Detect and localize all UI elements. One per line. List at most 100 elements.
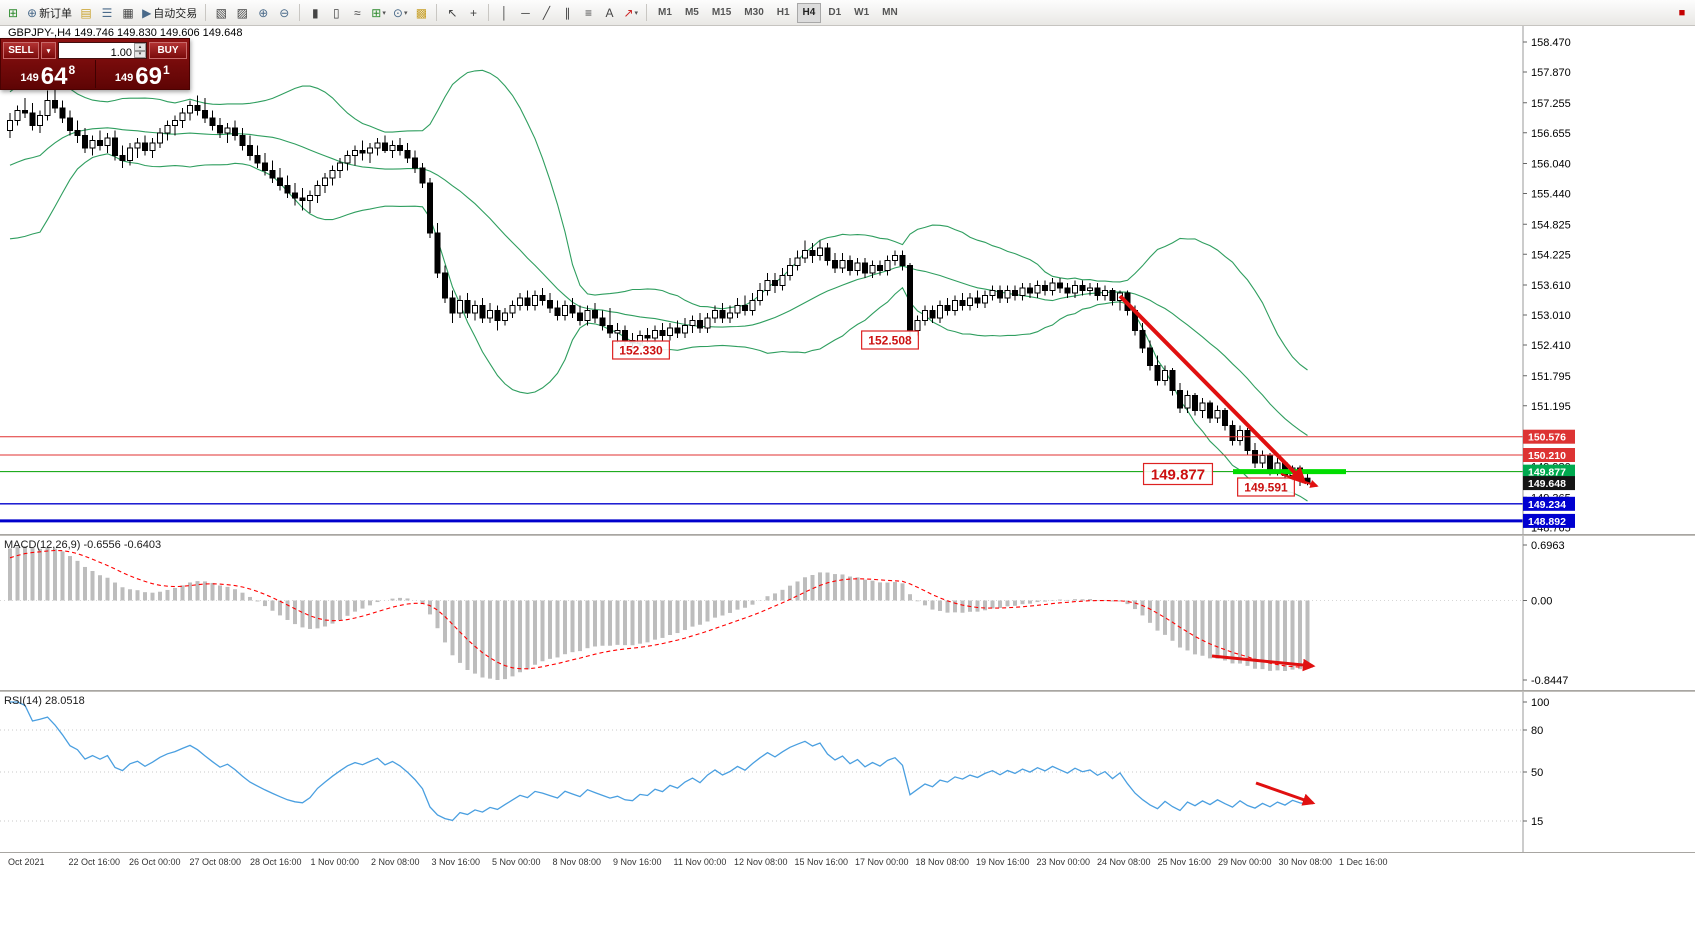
time-axis-label: 26 Oct 00:00 [129,857,181,867]
volume-input[interactable] [59,45,146,61]
candle-body [1102,290,1108,296]
cursor-button[interactable]: ↖ [442,3,462,23]
timeframe-m1-button[interactable]: M1 [652,3,678,23]
main-price-chart[interactable]: 158.470 157.870 157.255 156.655 156.040 155.4… [0,26,1695,534]
timeframe-m15-button[interactable]: M15 [706,3,737,23]
bar-chart-button[interactable]: ▮ [305,3,325,23]
price-annotation[interactable]: 149.591 [1244,480,1288,494]
timeframe-m30-button[interactable]: M30 [738,3,769,23]
periods-button[interactable]: ⊙ ▾ [390,3,411,23]
price-annotation[interactable]: 152.508 [868,333,912,347]
annotation-box[interactable] [1237,477,1295,497]
new-chart-icon: ⊞ [7,5,19,20]
annotation-box[interactable] [1142,462,1214,486]
candle-body [959,300,966,306]
timeframe-d1-button[interactable]: D1 [822,3,847,23]
vertical-line-button[interactable]: │ [494,3,514,23]
trend-arrow[interactable] [1255,781,1316,806]
indicators-button[interactable]: ⊞ ▾ [368,3,389,23]
candle-body [502,312,508,321]
candle-body [1244,430,1251,451]
candle-body [929,310,936,319]
profiles-button[interactable]: ▤ [76,3,96,23]
price-scale-tick-label: 148.765 [1531,522,1571,534]
sell-price[interactable]: 149 64 8 [1,60,95,89]
candle-body [37,115,43,126]
candle-body [119,155,126,161]
candle-body [577,312,583,321]
templates-button[interactable]: ▩ [411,3,431,23]
fibonacci-icon: ≡ [584,5,592,20]
rsi-indicator-label: RSI(14) 28.0518 [4,695,85,707]
line-chart-button[interactable]: ≈ [347,3,367,23]
candle-body [419,167,426,184]
price-badge-label: 150.210 [1528,450,1566,462]
price-badge-label: 148.892 [1528,516,1566,528]
buy-button[interactable]: BUY [149,42,187,59]
pane-separator[interactable] [0,534,1695,536]
annotation-box[interactable] [612,340,670,360]
price-annotation[interactable]: 149.877 [1151,466,1205,483]
timeframe-w1-button[interactable]: W1 [848,3,875,23]
time-axis-label: 29 Nov 00:00 [1218,857,1272,867]
annotation-box[interactable] [861,330,919,350]
clock-icon: ⊙ [392,5,403,20]
price-badge [1523,464,1575,479]
timeframe-h1-button[interactable]: H1 [771,3,796,23]
horizontal-line-button[interactable]: ─ [515,3,535,23]
candle-body [899,255,906,266]
candle-body [479,305,486,319]
candle-body [554,307,561,316]
macd-pane[interactable]: 0.6963 0.00 -0.8447 [0,536,1695,690]
candle-body [532,295,538,306]
fibonacci-button[interactable]: ≡ [578,3,598,23]
new-order-button[interactable]: ⊕ 新订单 [24,3,75,23]
candlestick-chart-button[interactable]: ▯ [326,3,346,23]
price-annotation[interactable]: 152.330 [619,343,663,357]
candle-body [1154,365,1161,381]
volume-decrease-button[interactable]: ▾ [134,50,146,58]
timeframe-h4-button[interactable]: H4 [796,2,822,23]
timeframe-m5-button[interactable]: M5 [679,3,705,23]
pane-separator[interactable] [0,690,1695,692]
volume-spinner: ▴ ▾ [134,43,146,58]
channel-button[interactable]: ∥ [557,3,577,23]
trend-arrow[interactable] [1211,654,1316,672]
volume-dropdown-button[interactable]: ▾ [41,42,56,59]
terminal-button[interactable]: ▦ [118,3,138,23]
buy-price[interactable]: 149 69 1 [96,60,190,89]
rsi-pane[interactable]: 100 80 50 15 [0,692,1695,852]
text-label-button[interactable]: A [599,3,619,23]
zoom-in-button[interactable]: ⊕ [253,3,273,23]
autotrading-button[interactable]: ▶ 自动交易 [139,3,200,23]
candle-body [209,117,216,126]
candle-body [982,295,988,304]
tile-windows-button[interactable]: ▨ [232,3,252,23]
arrows-button[interactable]: ↗ ▾ [620,3,641,23]
candle-body [1177,390,1183,409]
profiles-icon: ▤ [80,5,92,20]
market-watch-button[interactable]: ☰ [97,3,117,23]
timeframe-mn-button[interactable]: MN [876,3,904,23]
candle-body [974,297,981,304]
candle-body [764,280,771,291]
indicators-icon: ⊞ [371,5,382,20]
candle-body [104,137,111,146]
candle-body [44,100,51,116]
new-chart-button[interactable]: ⊞ [3,3,23,23]
crosshair-button[interactable]: + [463,3,483,23]
trend-arrow[interactable] [1280,473,1319,488]
candle-body [824,247,831,261]
cascade-windows-button[interactable]: ▧ [211,3,231,23]
zoom-out-button[interactable]: ⊖ [274,3,294,23]
volume-increase-button[interactable]: ▴ [134,43,146,51]
trendline-button[interactable]: ╱ [536,3,556,23]
time-axis[interactable]: Oct 2021 22 Oct 16:00 26 Oct 00:00 27 Oct 0… [0,853,1695,873]
candle-body [262,162,268,171]
candle-body [547,300,553,309]
candle-body [802,250,808,259]
sell-button[interactable]: SELL [3,42,39,59]
price-badge-label: 149.648 [1528,478,1566,490]
trend-arrow[interactable] [1118,294,1307,485]
close-button[interactable]: ■ [1672,3,1692,23]
